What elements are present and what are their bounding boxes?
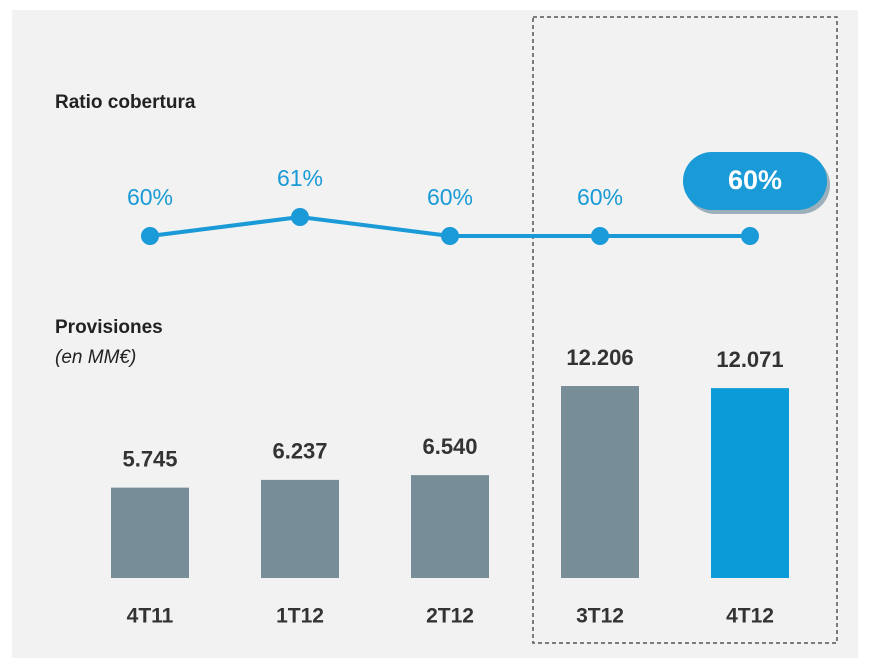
value-label: 6.237 xyxy=(272,439,327,464)
line-point xyxy=(291,208,309,226)
line-title: Ratio cobertura xyxy=(55,92,196,113)
bar-title: Provisiones xyxy=(55,317,163,338)
x-tick-label: 1T12 xyxy=(276,605,324,628)
value-label: 12.206 xyxy=(566,345,633,370)
line-point xyxy=(741,227,759,245)
value-label: 6.540 xyxy=(422,434,477,459)
bar xyxy=(261,479,339,578)
x-tick-label: 3T12 xyxy=(576,605,624,628)
value-label: 5.745 xyxy=(122,446,177,471)
value-label: 12.071 xyxy=(716,347,783,372)
value-label: 60% xyxy=(427,184,473,210)
line-point xyxy=(591,227,609,245)
x-tick-label: 4T12 xyxy=(726,605,774,628)
bar xyxy=(711,388,789,578)
bar-subtitle: (en MM€) xyxy=(55,347,136,368)
value-label: 61% xyxy=(277,165,323,191)
bar xyxy=(561,386,639,578)
x-tick-label: 2T12 xyxy=(426,605,474,628)
line-point xyxy=(141,227,159,245)
value-label: 60% xyxy=(577,184,623,210)
line-point xyxy=(441,227,459,245)
bar xyxy=(111,487,189,578)
bar xyxy=(411,475,489,578)
label-pill xyxy=(683,152,827,210)
value-label-highlight: 60% xyxy=(728,165,782,195)
x-tick-label: 4T11 xyxy=(127,605,174,628)
value-label: 60% xyxy=(127,184,173,210)
highlight-box xyxy=(532,16,838,644)
